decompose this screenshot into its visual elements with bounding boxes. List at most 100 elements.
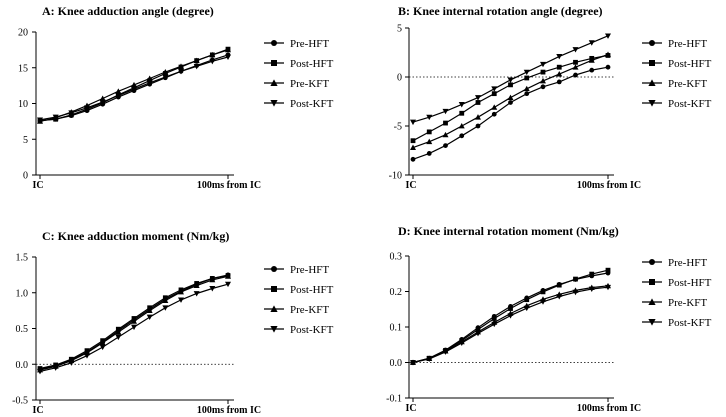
y-tick-label: 0 [397,73,402,84]
data-point [459,110,465,116]
legend-label: Pre-HFT [290,264,329,276]
data-point [131,81,137,88]
legend-marker [271,286,277,292]
data-point [99,99,106,106]
data-point [209,58,216,65]
data-point [99,339,106,346]
series-line [412,285,609,364]
series-pre-hft [410,64,611,162]
data-point [162,74,169,81]
legend: Pre-HFT Post-HFT Pre-KFT Post-KFT [264,264,334,336]
data-point [573,59,578,65]
data-point [572,47,579,53]
data-point [588,286,595,293]
data-point [115,334,122,341]
y-tick-label: 0.5 [16,324,29,335]
data-point [68,110,75,116]
data-point [178,289,184,295]
data-point [507,313,514,319]
y-tick-label: 0.2 [390,287,403,298]
data-point [524,297,530,303]
legend-marker [270,100,278,107]
data-point [410,156,416,162]
data-point [178,63,184,69]
data-point [508,306,513,311]
data-point [426,356,433,362]
data-point [556,294,563,300]
legend: Pre-HFT Post-HFT Pre-KFT Post-KFT [642,257,712,329]
data-point [52,114,59,121]
data-point [475,114,481,120]
data-point [410,119,416,126]
data-point [475,100,481,105]
legend-marker [648,79,656,86]
legend-label: Post-HFT [668,58,712,70]
data-point [475,330,481,337]
data-point [524,91,530,97]
data-point [99,95,106,101]
legend-label: Pre-HFT [668,38,707,50]
data-point [178,297,184,303]
data-point [209,286,216,292]
legend-label: Post-KFT [290,98,334,110]
y-tick-label: 1.5 [16,253,29,264]
data-point [178,68,184,75]
data-point [475,123,481,129]
chart-title: B: Knee internal rotation angle (degree) [398,4,603,18]
legend-marker [648,319,656,326]
data-point [573,72,578,78]
data-point [507,77,514,83]
data-point [52,365,59,371]
x-tick-label: 100ms from IC [577,403,641,414]
data-point [523,69,530,76]
x-tick-label: IC [405,180,416,191]
legend-marker [649,60,655,66]
data-point [225,46,231,53]
data-point [458,102,465,108]
series-pre-kft [410,51,611,150]
series-post-hft [410,53,611,144]
y-tick-label: 15 [18,63,28,74]
data-point [193,282,200,288]
data-point [491,316,497,321]
y-tick-label: 0.3 [390,252,403,263]
series-post-kft [37,281,231,375]
data-point [556,71,563,77]
x-tick-label: 100ms from IC [197,405,261,416]
legend: Pre-HFT Post-HFT Pre-KFT Post-KFT [642,38,712,110]
data-point [426,138,433,145]
x-tick-label: 100ms from IC [577,180,641,191]
chart-title: D: Knee internal rotation moment (Nm/kg) [398,224,619,238]
x-tick-label: IC [405,403,416,414]
y-tick-label: -0.1 [386,394,402,405]
legend-label: Post-KFT [668,317,712,329]
data-point [131,318,137,324]
data-point [209,51,216,58]
data-point [225,273,231,279]
data-point [572,289,579,296]
series-post-kft [410,284,611,366]
y-tick-label: -5 [394,122,402,133]
data-point [146,75,153,81]
legend-label: Pre-KFT [668,297,707,309]
data-point [459,133,465,139]
data-point [193,63,200,70]
series-post-kft [37,54,231,123]
series-post-kft [410,33,611,126]
data-point [458,123,465,129]
data-point [458,340,465,346]
data-point [491,91,497,97]
series-pre-kft [37,46,231,124]
data-point [523,85,530,92]
data-point [115,329,122,335]
series-pre-kft [37,273,231,373]
chart-panel-1: A: Knee adduction angle (degree) 0 5 10 15 20… [18,4,334,191]
data-point [540,84,546,90]
y-tick-label: 0.0 [390,358,403,369]
data-point [37,369,43,375]
chart-panel-4: D: Knee internal rotation moment (Nm/kg)… [386,224,712,414]
data-point [556,54,563,60]
legend-label: Pre-HFT [290,38,329,50]
data-point [605,33,611,39]
data-point [540,61,546,68]
